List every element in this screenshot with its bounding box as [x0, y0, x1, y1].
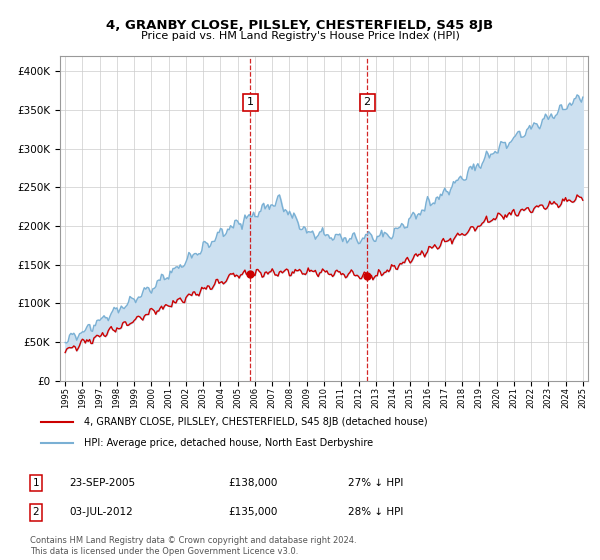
Text: 4, GRANBY CLOSE, PILSLEY, CHESTERFIELD, S45 8JB (detached house): 4, GRANBY CLOSE, PILSLEY, CHESTERFIELD, … — [84, 417, 428, 427]
Text: £135,000: £135,000 — [228, 507, 277, 517]
Text: HPI: Average price, detached house, North East Derbyshire: HPI: Average price, detached house, Nort… — [84, 438, 373, 448]
Text: 28% ↓ HPI: 28% ↓ HPI — [348, 507, 403, 517]
Text: 2: 2 — [364, 97, 371, 108]
Text: £138,000: £138,000 — [228, 478, 277, 488]
Text: Contains HM Land Registry data © Crown copyright and database right 2024.
This d: Contains HM Land Registry data © Crown c… — [30, 536, 356, 556]
Text: 1: 1 — [247, 97, 254, 108]
Text: 23-SEP-2005: 23-SEP-2005 — [69, 478, 135, 488]
Text: 4, GRANBY CLOSE, PILSLEY, CHESTERFIELD, S45 8JB: 4, GRANBY CLOSE, PILSLEY, CHESTERFIELD, … — [106, 18, 494, 32]
Text: 2: 2 — [32, 507, 40, 517]
Text: 1: 1 — [32, 478, 40, 488]
Text: 03-JUL-2012: 03-JUL-2012 — [69, 507, 133, 517]
Text: Price paid vs. HM Land Registry's House Price Index (HPI): Price paid vs. HM Land Registry's House … — [140, 31, 460, 41]
Text: 27% ↓ HPI: 27% ↓ HPI — [348, 478, 403, 488]
